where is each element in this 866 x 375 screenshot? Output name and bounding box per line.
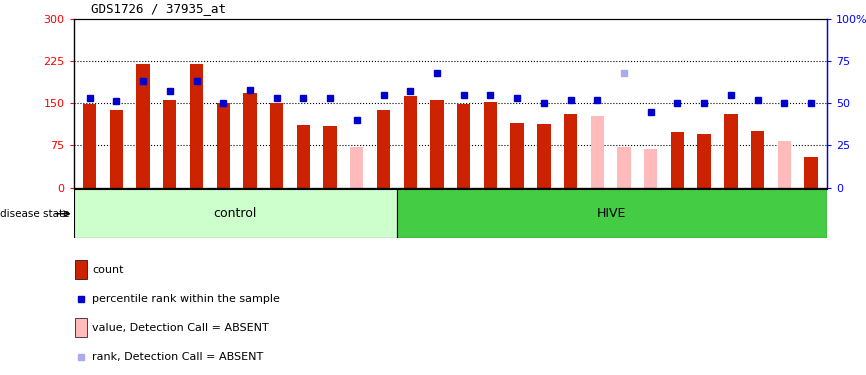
Bar — [216, 103, 229, 188]
Bar — [75, 260, 87, 279]
Bar — [537, 124, 551, 188]
Bar — [350, 147, 364, 188]
Bar — [163, 100, 177, 188]
Bar — [805, 157, 818, 188]
Bar — [644, 149, 657, 188]
Bar — [243, 93, 256, 188]
Bar — [430, 100, 443, 188]
Bar — [397, 189, 827, 238]
Text: control: control — [213, 207, 256, 220]
Bar — [724, 114, 738, 188]
Bar — [270, 103, 283, 188]
Bar — [83, 104, 96, 188]
Bar — [110, 110, 123, 188]
Bar — [323, 126, 337, 188]
Text: disease state: disease state — [0, 209, 69, 219]
Text: HIVE: HIVE — [597, 207, 626, 220]
Text: percentile rank within the sample: percentile rank within the sample — [93, 294, 281, 304]
Bar — [591, 116, 604, 188]
Bar — [671, 132, 684, 188]
Bar — [404, 96, 417, 188]
Bar — [190, 64, 204, 188]
Text: count: count — [93, 264, 124, 274]
Bar — [564, 114, 578, 188]
Bar — [510, 123, 524, 188]
Text: GDS1726 / 37935_at: GDS1726 / 37935_at — [91, 2, 226, 15]
Bar — [457, 104, 470, 188]
Text: rank, Detection Call = ABSENT: rank, Detection Call = ABSENT — [93, 352, 263, 362]
Bar — [297, 124, 310, 188]
Bar — [377, 110, 391, 188]
Bar — [697, 134, 711, 188]
Bar — [484, 102, 497, 188]
Bar — [778, 141, 791, 188]
Text: value, Detection Call = ABSENT: value, Detection Call = ABSENT — [93, 322, 269, 333]
Bar — [617, 147, 630, 188]
Bar — [74, 189, 397, 238]
Bar — [751, 131, 764, 188]
Bar — [75, 318, 87, 337]
Bar — [136, 64, 150, 188]
